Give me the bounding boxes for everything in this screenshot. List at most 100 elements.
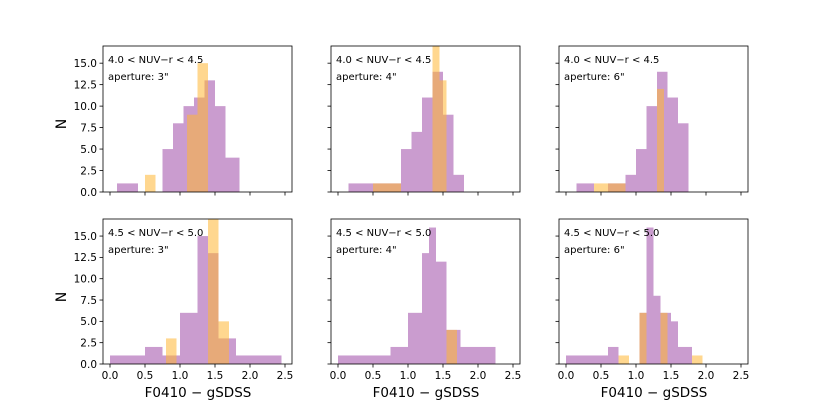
hist-bar-orange-p1-5 <box>197 63 208 193</box>
hist-bar-purple-p3-5 <box>646 106 657 192</box>
hist-bar-orange-p3-4 <box>657 88 664 192</box>
y-tick-label-p1-5.0: 5.0 <box>80 144 97 156</box>
hist-bar-purple-p4-8 <box>250 355 282 364</box>
hist-bar-orange-p2-0 <box>373 183 401 192</box>
hist-bar-purple-p3-3 <box>625 174 636 192</box>
hist-bar-purple-p5-0 <box>338 355 391 364</box>
aperture-label-p6: aperture: 6" <box>564 245 625 256</box>
x-axis-label-1: F0410 − gSDSS <box>145 385 252 401</box>
hist-bar-purple-p3-7 <box>667 97 678 192</box>
hist-bar-purple-p3-8 <box>678 123 689 192</box>
hist-bar-orange-p6-8 <box>692 355 703 364</box>
y-tick-label-p1-12.5: 12.5 <box>74 79 97 91</box>
x-tick-label-p4-1.0: 1.0 <box>172 370 189 382</box>
hist-bar-purple-p6-8 <box>671 321 678 364</box>
x-tick-label-p4-2.0: 2.0 <box>242 370 259 382</box>
axes-frame-p2 <box>330 45 521 193</box>
hist-bar-purple-p4-1 <box>145 346 163 364</box>
axes-frame-p4 <box>102 218 293 365</box>
x-tick-label-p5-2.5: 2.5 <box>505 370 522 382</box>
y-tick-label-p4-15.0: 15.0 <box>74 231 97 243</box>
aperture-label-p1: aperture: 3" <box>108 72 169 83</box>
axes-frame-p6 <box>558 218 749 365</box>
y-tick-label-p4-2.5: 2.5 <box>80 337 97 349</box>
x-tick-label-p4-1.5: 1.5 <box>207 370 224 382</box>
hist-bar-purple-p3-0 <box>576 183 594 192</box>
hist-bar-purple-p2-2 <box>411 131 422 192</box>
hist-bar-purple-p2-3 <box>422 97 433 192</box>
hist-bar-orange-p4-0 <box>166 338 177 364</box>
y-tick-label-p1-7.5: 7.5 <box>80 122 97 134</box>
hist-bar-purple-p4-7 <box>236 355 250 364</box>
y-tick-label-p4-12.5: 12.5 <box>74 252 97 264</box>
x-axis-label-3: F0410 − gSDSS <box>601 385 708 401</box>
aperture-label-p3: aperture: 6" <box>564 72 625 83</box>
hist-bar-purple-p6-9 <box>678 346 692 364</box>
x-tick-label-p4-2.5: 2.5 <box>277 370 294 382</box>
aperture-label-p4: aperture: 3" <box>108 245 169 256</box>
hist-bar-purple-p6-6 <box>653 295 661 364</box>
y-axis-label-bottom: N <box>54 292 70 302</box>
hist-bar-purple-p2-6 <box>453 174 464 192</box>
x-tick-label-p6-2.0: 2.0 <box>698 370 715 382</box>
hist-bar-purple-p5-7 <box>460 346 478 364</box>
hist-bar-orange-p4-4 <box>218 321 229 364</box>
hist-bar-purple-p6-5 <box>646 227 654 364</box>
hist-bar-purple-p5-3 <box>422 253 429 364</box>
x-tick-label-p6-2.5: 2.5 <box>733 370 750 382</box>
y-tick-label-p1-2.5: 2.5 <box>80 165 97 177</box>
hist-bar-purple-p6-1 <box>608 346 619 364</box>
hist-bar-purple-p1-3 <box>173 123 184 192</box>
hist-bar-orange-p6-2 <box>639 312 647 364</box>
range-label-p3: 4.0 < NUV−r < 4.5 <box>564 55 659 66</box>
x-tick-label-p4-0.0: 0.0 <box>102 370 119 382</box>
hist-bar-orange-p2-5 <box>439 80 447 192</box>
range-label-p4: 4.5 < NUV−r < 5.0 <box>108 228 203 239</box>
hist-bar-purple-p1-0 <box>117 183 138 192</box>
x-axis-label-2: F0410 − gSDSS <box>373 385 480 401</box>
y-tick-label-p1-15.0: 15.0 <box>74 58 97 70</box>
x-tick-label-p6-1.5: 1.5 <box>663 370 680 382</box>
hist-bar-purple-p4-3 <box>180 312 198 364</box>
y-axis-label-top: N <box>54 119 70 129</box>
hist-bar-purple-p1-8 <box>225 157 240 192</box>
hist-bar-purple-p2-5 <box>443 114 454 192</box>
hist-bar-purple-p4-4 <box>197 236 208 364</box>
x-tick-label-p4-0.5: 0.5 <box>137 370 154 382</box>
hist-bar-purple-p5-5 <box>436 261 447 364</box>
hist-bar-purple-p1-2 <box>162 149 173 192</box>
y-tick-label-p4-5.0: 5.0 <box>80 316 97 328</box>
y-tick-label-p4-7.5: 7.5 <box>80 295 97 307</box>
y-tick-label-p1-10.0: 10.0 <box>74 101 97 113</box>
x-tick-label-p6-1.0: 1.0 <box>628 370 645 382</box>
hist-bar-purple-p5-4 <box>429 227 436 364</box>
hist-bar-orange-p2-4 <box>432 46 440 192</box>
y-tick-label-p4-0.0: 0.0 <box>80 359 97 371</box>
hist-bar-orange-p5-0 <box>446 329 457 364</box>
aperture-label-p5: aperture: 4" <box>336 245 397 256</box>
hist-bar-purple-p1-6 <box>204 80 215 192</box>
x-tick-label-p5-1.0: 1.0 <box>400 370 417 382</box>
hist-bar-purple-p1-7 <box>215 106 226 192</box>
range-label-p2: 4.0 < NUV−r < 4.5 <box>336 55 431 66</box>
x-tick-label-p5-0.5: 0.5 <box>365 370 382 382</box>
hist-bar-orange-p1-4 <box>187 114 198 192</box>
range-label-p6: 4.5 < NUV−r < 5.0 <box>564 228 659 239</box>
y-tick-label-p4-10.0: 10.0 <box>74 274 97 286</box>
hist-bar-purple-p2-1 <box>401 149 412 192</box>
x-tick-label-p6-0.0: 0.0 <box>558 370 575 382</box>
hist-bar-orange-p6-0 <box>618 355 629 364</box>
hist-bar-purple-p5-1 <box>390 346 408 364</box>
hist-bar-purple-p5-8 <box>478 346 496 364</box>
hist-bar-orange-p6-5 <box>660 312 668 364</box>
hist-bar-orange-p3-0 <box>594 183 626 192</box>
x-tick-label-p5-0.0: 0.0 <box>330 370 347 382</box>
x-tick-label-p5-1.5: 1.5 <box>435 370 452 382</box>
hist-bar-purple-p5-2 <box>408 312 422 364</box>
hist-bar-purple-p3-4 <box>636 149 647 192</box>
hist-bar-purple-p6-0 <box>566 355 608 364</box>
axes-frame-p1 <box>102 45 293 193</box>
hist-bar-orange-p4-3 <box>208 219 219 364</box>
axes-frame-p5 <box>330 218 521 365</box>
